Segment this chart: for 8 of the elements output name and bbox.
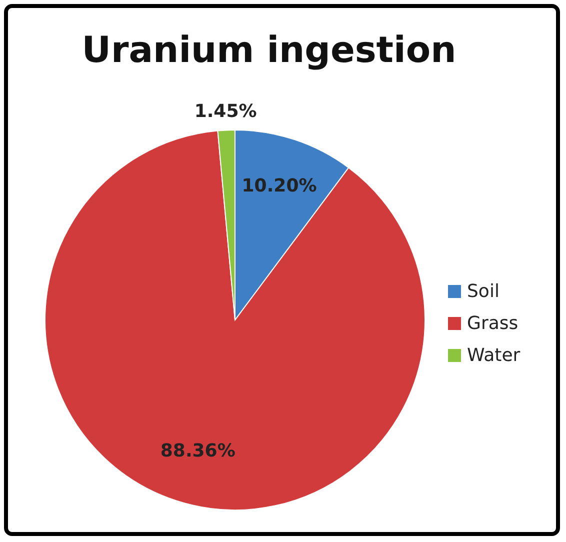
pie-slice bbox=[44, 130, 426, 510]
legend-label: Water bbox=[467, 344, 521, 366]
data-label: 88.36% bbox=[160, 440, 236, 462]
legend-label: Soil bbox=[467, 280, 500, 302]
data-label: 10.20% bbox=[242, 175, 317, 196]
data-label: 1.45% bbox=[194, 101, 257, 122]
chart-title: Uranium ingestion bbox=[82, 30, 456, 71]
legend-label: Grass bbox=[467, 312, 518, 334]
